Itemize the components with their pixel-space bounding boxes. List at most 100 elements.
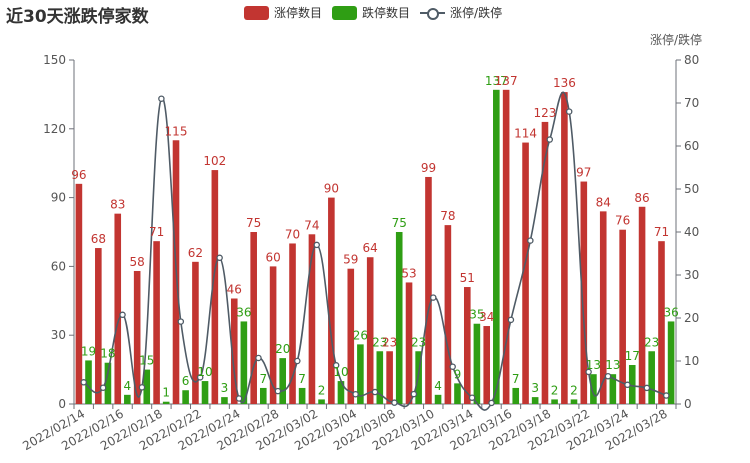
bar-limit-down[interactable] (279, 358, 287, 404)
bar-limit-down[interactable] (124, 394, 131, 404)
ratio-point[interactable] (624, 381, 631, 389)
ratio-point[interactable] (663, 392, 670, 399)
bar-limit-up[interactable] (192, 261, 199, 404)
bar-limit-up[interactable] (250, 232, 257, 404)
data-label-limit-down: 2 (551, 383, 559, 397)
ratio-point[interactable] (216, 254, 223, 262)
bar-limit-up[interactable] (211, 170, 219, 404)
ratio-point[interactable] (80, 379, 87, 386)
ratio-point[interactable] (138, 384, 146, 391)
bar-limit-up[interactable] (619, 229, 626, 404)
bar-limit-down[interactable] (395, 232, 403, 404)
bar-limit-up[interactable] (561, 92, 568, 405)
ratio-point[interactable] (604, 372, 612, 380)
bar-limit-down[interactable] (221, 397, 228, 404)
ratio-point[interactable] (430, 294, 437, 301)
bar-limit-down[interactable] (454, 383, 461, 404)
ratio-point[interactable] (158, 95, 165, 102)
ratio-point[interactable] (274, 387, 282, 395)
bar-limit-down[interactable] (551, 399, 558, 404)
bar-limit-down[interactable] (259, 387, 267, 404)
ratio-point[interactable] (507, 316, 515, 324)
bar-limit-down[interactable] (667, 321, 675, 404)
bar-limit-down[interactable] (104, 362, 112, 404)
ratio-point[interactable] (468, 394, 476, 401)
data-label-limit-down: 19 (81, 344, 96, 358)
bar-limit-down[interactable] (434, 394, 442, 404)
bar-limit-down[interactable] (240, 321, 248, 404)
bar-limit-down[interactable] (609, 374, 617, 404)
bar-limit-up[interactable] (405, 282, 413, 404)
bar-limit-up[interactable] (328, 197, 335, 404)
ratio-point[interactable] (177, 318, 185, 325)
bar-limit-up[interactable] (95, 248, 102, 404)
bar-limit-up[interactable] (580, 181, 588, 404)
ratio-point[interactable] (313, 241, 320, 249)
bar-limit-up[interactable] (522, 142, 529, 404)
bar-limit-up[interactable] (289, 243, 296, 404)
ratio-point[interactable] (332, 362, 340, 369)
bar-limit-up[interactable] (638, 206, 646, 404)
bar-limit-up[interactable] (425, 176, 432, 404)
bar-limit-down[interactable] (337, 381, 345, 404)
ratio-point[interactable] (488, 399, 495, 407)
bar-limit-down[interactable] (85, 360, 92, 404)
bar-limit-up[interactable] (483, 326, 491, 404)
bar-limit-down[interactable] (512, 387, 520, 404)
legend-item-ratio[interactable]: 涨停/跌停 (420, 4, 502, 21)
bar-limit-down[interactable] (182, 390, 189, 404)
bar-limit-up[interactable] (269, 266, 277, 404)
bar-limit-down[interactable] (143, 369, 151, 404)
ratio-point[interactable] (294, 357, 301, 365)
legend-item-limit-down[interactable]: 跌停数目 (332, 4, 410, 21)
bar-limit-down[interactable] (628, 365, 636, 404)
bar-limit-down[interactable] (201, 381, 209, 404)
legend-swatch-limit-up (244, 5, 269, 20)
bar-limit-up[interactable] (658, 241, 665, 404)
bar-limit-down[interactable] (531, 397, 539, 404)
bar-limit-down[interactable] (648, 351, 655, 404)
ratio-point[interactable] (527, 237, 534, 244)
legend-item-limit-up[interactable]: 涨停数目 (244, 4, 322, 21)
ratio-point[interactable] (352, 390, 359, 398)
bar-limit-up[interactable] (502, 89, 510, 405)
ratio-point[interactable] (119, 311, 126, 319)
ratio-point[interactable] (255, 354, 262, 362)
ratio-point[interactable] (449, 363, 456, 370)
bar-limit-down[interactable] (357, 344, 364, 404)
bar-limit-up[interactable] (366, 257, 374, 404)
ratio-point[interactable] (565, 108, 573, 115)
bar-limit-up[interactable] (75, 183, 83, 404)
bar-limit-down[interactable] (162, 401, 170, 404)
ratio-point[interactable] (391, 399, 398, 406)
bar-limit-up[interactable] (541, 121, 549, 405)
right-y-tick-label: 10 (684, 354, 699, 368)
bar-limit-down[interactable] (570, 399, 578, 404)
bar-limit-up[interactable] (463, 287, 471, 404)
bar-limit-down[interactable] (376, 351, 384, 404)
ratio-point[interactable] (235, 395, 243, 402)
bar-limit-up[interactable] (133, 270, 141, 404)
bar-limit-up[interactable] (230, 298, 238, 404)
bar-limit-up[interactable] (153, 241, 160, 404)
bar-limit-down[interactable] (415, 351, 422, 404)
ratio-point[interactable] (371, 388, 379, 396)
bar-limit-down[interactable] (493, 89, 500, 405)
ratio-point[interactable] (196, 374, 204, 381)
bar-limit-down[interactable] (590, 374, 597, 404)
bar-limit-up[interactable] (114, 213, 122, 404)
ratio-point[interactable] (99, 384, 107, 391)
bar-limit-up[interactable] (444, 225, 452, 404)
bar-limit-down[interactable] (473, 323, 481, 404)
bar-limit-down[interactable] (318, 399, 325, 404)
ratio-point[interactable] (585, 368, 592, 376)
bar-limit-up[interactable] (308, 234, 316, 404)
bar-limit-up[interactable] (386, 351, 393, 404)
ratio-point[interactable] (410, 390, 418, 398)
legend-swatch-limit-down (332, 5, 358, 20)
ratio-point[interactable] (546, 136, 554, 143)
bar-limit-down[interactable] (298, 387, 306, 404)
bar-limit-up[interactable] (599, 211, 607, 404)
ratio-point[interactable] (643, 384, 651, 392)
bar-limit-up[interactable] (347, 268, 355, 404)
